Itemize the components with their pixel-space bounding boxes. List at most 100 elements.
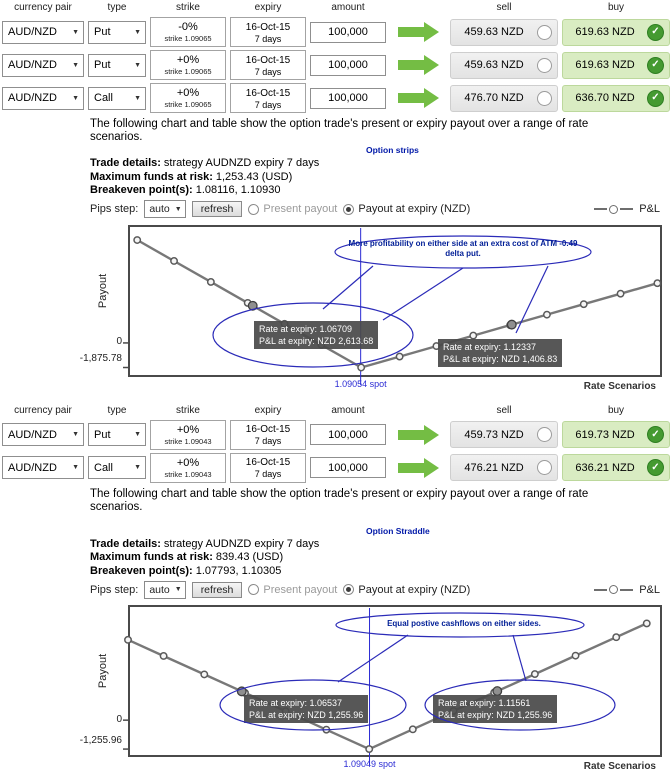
col-header-expiry: expiry	[254, 404, 282, 416]
payout-line-chart[interactable]	[123, 605, 662, 775]
sell-radio-icon[interactable]	[537, 90, 552, 106]
col-header-currency-pair: currency pair	[14, 2, 72, 13]
amount-input[interactable]	[310, 457, 386, 478]
col-header-buy: buy	[607, 404, 625, 416]
currency-pair-select[interactable]: AUD/NZD ▼	[2, 53, 84, 77]
strike-percent: +0%	[176, 456, 200, 469]
sell-button[interactable]: 459.73 NZD	[450, 421, 558, 448]
check-icon[interactable]: ✓	[647, 56, 664, 74]
sell-button[interactable]: 459.63 NZD	[450, 51, 558, 79]
option-type-select[interactable]: Call ▼	[88, 86, 146, 110]
sell-button[interactable]: 476.70 NZD	[450, 84, 558, 112]
sell-radio-icon[interactable]	[537, 57, 552, 73]
currency-pair-select[interactable]: AUD/NZD ▼	[2, 423, 84, 446]
expiry-days: 7 days	[254, 99, 282, 110]
col-header-expiry: expiry	[254, 2, 282, 13]
strike-value: strike 1.09043	[164, 469, 212, 479]
legend-line-icon	[594, 208, 608, 210]
radio-checked-icon[interactable]	[343, 203, 355, 215]
chart-description: The following chart and table show the o…	[90, 118, 589, 143]
refresh-button[interactable]: refresh	[191, 201, 243, 217]
pips-step-select[interactable]: auto ▼	[144, 580, 186, 599]
pips-step-select[interactable]: auto ▼	[144, 200, 186, 218]
trade-details: Trade details: strategy AUDNZD expiry 7 d…	[90, 538, 670, 579]
expiry-box[interactable]: 16-Oct-15 7 days	[230, 50, 306, 80]
refresh-button[interactable]: refresh	[191, 581, 243, 598]
expiry-date: 16-Oct-15	[245, 424, 291, 435]
expiry-box[interactable]: 16-Oct-15 7 days	[230, 83, 306, 113]
y-axis-label: Payout	[97, 653, 110, 689]
amount-input[interactable]	[310, 21, 386, 43]
check-icon[interactable]: ✓	[647, 23, 664, 41]
sell-radio-icon[interactable]	[537, 24, 552, 40]
expiry-payout-radio[interactable]: Payout at expiry (NZD)	[343, 584, 470, 596]
y-tick-min: -1,255.96	[79, 735, 122, 747]
strike-box[interactable]: +0% strike 1.09043	[150, 419, 226, 450]
col-header-currency-pair: currency pair	[14, 404, 72, 416]
y-tick-zero: 0	[116, 714, 122, 726]
buy-button[interactable]: 619.73 NZD ✓	[562, 421, 670, 448]
expiry-date: 16-Oct-15	[245, 457, 291, 468]
strike-box[interactable]: +0% strike 1.09065	[150, 83, 226, 113]
buy-direction-arrow-icon	[394, 88, 442, 108]
col-header-amount: amount	[331, 404, 365, 416]
chevron-down-icon: ▼	[72, 431, 79, 438]
amount-input[interactable]	[310, 424, 386, 445]
buy-button[interactable]: 636.21 NZD ✓	[562, 454, 670, 481]
plot-region[interactable]: 0 -1,875.78 Rate at expiry: 1.06709 P&L …	[80, 224, 662, 389]
trade-table: currency pair type strike expiry amount …	[0, 0, 670, 115]
chart-tooltip: Rate at expiry: 1.11561 P&L at expiry: N…	[433, 695, 558, 723]
chart-tooltip: Rate at expiry: 1.06709 P&L at expiry: N…	[254, 320, 379, 349]
option-type-select[interactable]: Call ▼	[88, 456, 146, 479]
breakeven-line: Breakeven point(s): 1.08116, 1.10930	[90, 184, 281, 196]
x-axis-label: Rate Scenarios	[583, 380, 656, 392]
sell-radio-icon[interactable]	[537, 460, 552, 475]
chart-tooltip: Rate at expiry: 1.06537 P&L at expiry: N…	[244, 695, 369, 723]
buy-button[interactable]: 619.63 NZD ✓	[562, 18, 670, 46]
check-icon[interactable]: ✓	[647, 89, 664, 107]
option-type-select[interactable]: Put ▼	[88, 20, 146, 44]
option-type-select[interactable]: Put ▼	[88, 53, 146, 77]
present-payout-radio[interactable]: Present payout	[248, 203, 337, 215]
col-header-type: type	[107, 2, 127, 13]
present-payout-radio[interactable]: Present payout	[248, 584, 337, 596]
expiry-box[interactable]: 16-Oct-15 7 days	[230, 452, 306, 483]
radio-icon[interactable]	[248, 584, 260, 595]
buy-button[interactable]: 619.63 NZD ✓	[562, 51, 670, 79]
radio-checked-icon[interactable]	[343, 584, 355, 595]
trade-details: Trade details: strategy AUDNZD expiry 7 d…	[90, 157, 670, 198]
chevron-down-icon: ▼	[134, 28, 141, 36]
chart-annotation: Equal postive cashflows on either sides.	[387, 619, 541, 628]
amount-input[interactable]	[310, 54, 386, 76]
sell-radio-icon[interactable]	[537, 427, 552, 442]
col-header-amount: amount	[331, 2, 365, 13]
sell-button[interactable]: 476.21 NZD	[450, 454, 558, 481]
x-axis-label: Rate Scenarios	[583, 761, 656, 772]
strike-box[interactable]: -0% strike 1.09065	[150, 17, 226, 47]
chevron-down-icon: ▼	[72, 464, 79, 471]
sell-button[interactable]: 459.63 NZD	[450, 18, 558, 46]
strike-box[interactable]: +0% strike 1.09065	[150, 50, 226, 80]
expiry-box[interactable]: 16-Oct-15 7 days	[230, 419, 306, 450]
currency-pair-select[interactable]: AUD/NZD ▼	[2, 456, 84, 479]
expiry-payout-radio[interactable]: Payout at expiry (NZD)	[343, 203, 470, 215]
check-icon[interactable]: ✓	[647, 426, 664, 443]
expiry-days: 7 days	[254, 33, 282, 44]
expiry-box[interactable]: 16-Oct-15 7 days	[230, 17, 306, 47]
buy-button[interactable]: 636.70 NZD ✓	[562, 84, 670, 112]
currency-pair-select[interactable]: AUD/NZD ▼	[2, 20, 84, 44]
currency-pair-value: AUD/NZD	[8, 26, 57, 38]
pl-legend: P&L	[594, 584, 660, 596]
buy-direction-arrow-icon	[394, 424, 442, 445]
amount-input[interactable]	[310, 87, 386, 109]
check-icon[interactable]: ✓	[647, 459, 664, 476]
pips-step-label: Pips step:	[90, 583, 139, 596]
y-axis-label: Payout	[97, 273, 110, 308]
currency-pair-select[interactable]: AUD/NZD ▼	[2, 86, 84, 110]
radio-icon[interactable]	[248, 203, 260, 215]
y-tick-zero: 0	[116, 336, 122, 348]
option-type-select[interactable]: Put ▼	[88, 423, 146, 446]
plot-region[interactable]: 0 -1,255.96 Rate at expiry: 1.06537 P&L …	[80, 605, 662, 769]
panel-option-strips: currency pair type strike expiry amount …	[0, 0, 670, 395]
strike-box[interactable]: +0% strike 1.09043	[150, 452, 226, 483]
